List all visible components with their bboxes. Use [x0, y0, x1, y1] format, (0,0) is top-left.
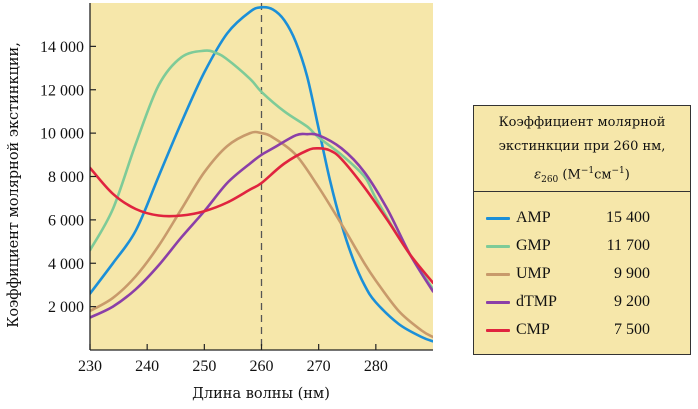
y-tick-label: 2 000 [48, 299, 84, 316]
legend-header-unit-open: (M [558, 167, 581, 183]
legend-swatch-amp [486, 216, 510, 220]
y-tick-labels: 2 000 4 000 6 000 8 000 10 000 12 000 14 000 [40, 39, 96, 316]
series-line-ump [90, 130, 433, 339]
legend-value-gmp: 11 700 [606, 237, 650, 254]
legend-value-cmp: 7 500 [614, 321, 650, 338]
legend-rows: AMP 15 400 GMP 11 700 UMP 9 900 dTMP 9 2… [474, 192, 690, 344]
legend-header-symbol: ε [534, 167, 542, 183]
y-tick-label: 10 000 [40, 126, 84, 143]
legend-header: Коэффициент молярной экстинкции при 260 … [474, 106, 690, 192]
legend-swatch-cmp [486, 328, 510, 332]
x-tick-label: 260 [250, 358, 274, 375]
legend-header-unit-sup1: −1 [580, 166, 595, 176]
legend-swatch-gmp [486, 244, 510, 248]
legend-name-amp: AMP [516, 209, 551, 226]
x-tick-labels: 230 240 250 260 270 280 [78, 344, 388, 375]
y-tick-label: 6 000 [48, 212, 84, 229]
y-tick-label: 12 000 [40, 82, 84, 99]
legend-header-line1: Коэффициент молярной [498, 115, 666, 130]
y-tick-label: 4 000 [48, 256, 84, 273]
legend: Коэффициент молярной экстинкции при 260 … [473, 105, 691, 355]
legend-row-amp: AMP 15 400 [474, 204, 690, 232]
legend-header-line3: ε260 (M−1см−1) [474, 159, 690, 192]
series-line-amp [90, 5, 433, 343]
legend-row-dtmp: dTMP 9 200 [474, 288, 690, 316]
legend-swatch-dtmp [486, 300, 510, 304]
legend-header-line2: экстинкции при 260 нм, [498, 139, 666, 154]
legend-row-ump: UMP 9 900 [474, 260, 690, 288]
legend-value-ump: 9 900 [614, 265, 650, 282]
legend-name-dtmp: dTMP [516, 293, 557, 310]
series-lines [90, 5, 433, 343]
legend-header-symbol-sub: 260 [541, 174, 559, 185]
y-tick-label: 8 000 [48, 169, 84, 186]
x-axis-title: Длина волны (нм) [192, 386, 330, 402]
y-axis-title: Коэффициент молярной экстинкции, [6, 42, 22, 328]
legend-value-amp: 15 400 [606, 209, 650, 226]
y-tick-label: 14 000 [40, 39, 84, 56]
legend-row-cmp: CMP 7 500 [474, 316, 690, 344]
x-tick-label: 230 [78, 358, 102, 375]
legend-name-ump: UMP [516, 265, 551, 282]
x-tick-label: 280 [364, 358, 388, 375]
series-line-cmp [90, 146, 433, 285]
x-tick-label: 240 [135, 358, 159, 375]
legend-value-dtmp: 9 200 [614, 293, 650, 310]
x-tick-label: 270 [307, 358, 331, 375]
legend-name-cmp: CMP [516, 321, 550, 338]
x-tick-label: 250 [192, 358, 216, 375]
legend-header-unit-close: ) [624, 167, 630, 183]
legend-name-gmp: GMP [516, 237, 551, 254]
series-line-dtmp [90, 132, 433, 319]
series-line-gmp [90, 49, 433, 291]
legend-row-gmp: GMP 11 700 [474, 232, 690, 260]
legend-swatch-ump [486, 272, 510, 276]
legend-header-unit-mid: см [594, 167, 612, 183]
legend-header-unit-sup2: −1 [611, 166, 625, 176]
